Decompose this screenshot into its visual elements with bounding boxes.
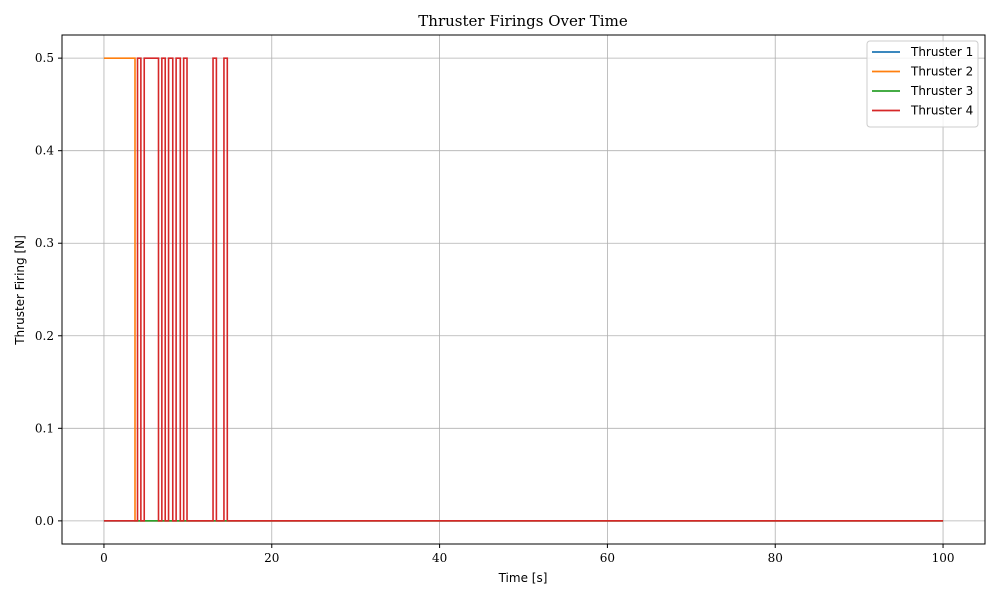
series-line-2 (103, 57, 944, 522)
x-axis-label: Time [s] (498, 571, 548, 585)
legend-label: Thruster 1 (910, 45, 973, 59)
y-tick-label: 0.2 (35, 329, 54, 343)
x-tick-label: 60 (600, 551, 615, 565)
x-tick-label: 20 (264, 551, 279, 565)
y-tick-label: 0.0 (35, 514, 54, 528)
legend-label: Thruster 3 (910, 84, 973, 98)
series-lines (103, 57, 944, 522)
legend-label: Thruster 2 (910, 65, 973, 79)
x-tick-label: 40 (432, 551, 447, 565)
x-axis-ticks: 0 20 40 60 80 100 (100, 544, 954, 565)
grid (62, 35, 985, 544)
y-tick-label: 0.1 (35, 421, 54, 435)
y-axis-label: Thruster Firing [N] (13, 235, 27, 346)
x-tick-label: 100 (932, 551, 955, 565)
legend: Thruster 1 Thruster 2 Thruster 3 Thruster 4 (866, 40, 979, 128)
legend-label: Thruster 4 (910, 104, 973, 118)
chart-title: Thruster Firings Over Time (418, 12, 628, 30)
y-tick-label: 0.3 (35, 236, 54, 250)
y-axis-ticks: 0.0 0.1 0.2 0.3 0.4 0.5 (35, 51, 62, 528)
series-line-4 (103, 57, 944, 522)
y-tick-label: 0.4 (35, 144, 54, 158)
plot-frame (61, 34, 986, 545)
y-tick-label: 0.5 (35, 51, 54, 65)
x-tick-label: 80 (768, 551, 783, 565)
x-tick-label: 0 (100, 551, 108, 565)
legend-box (866, 40, 979, 128)
